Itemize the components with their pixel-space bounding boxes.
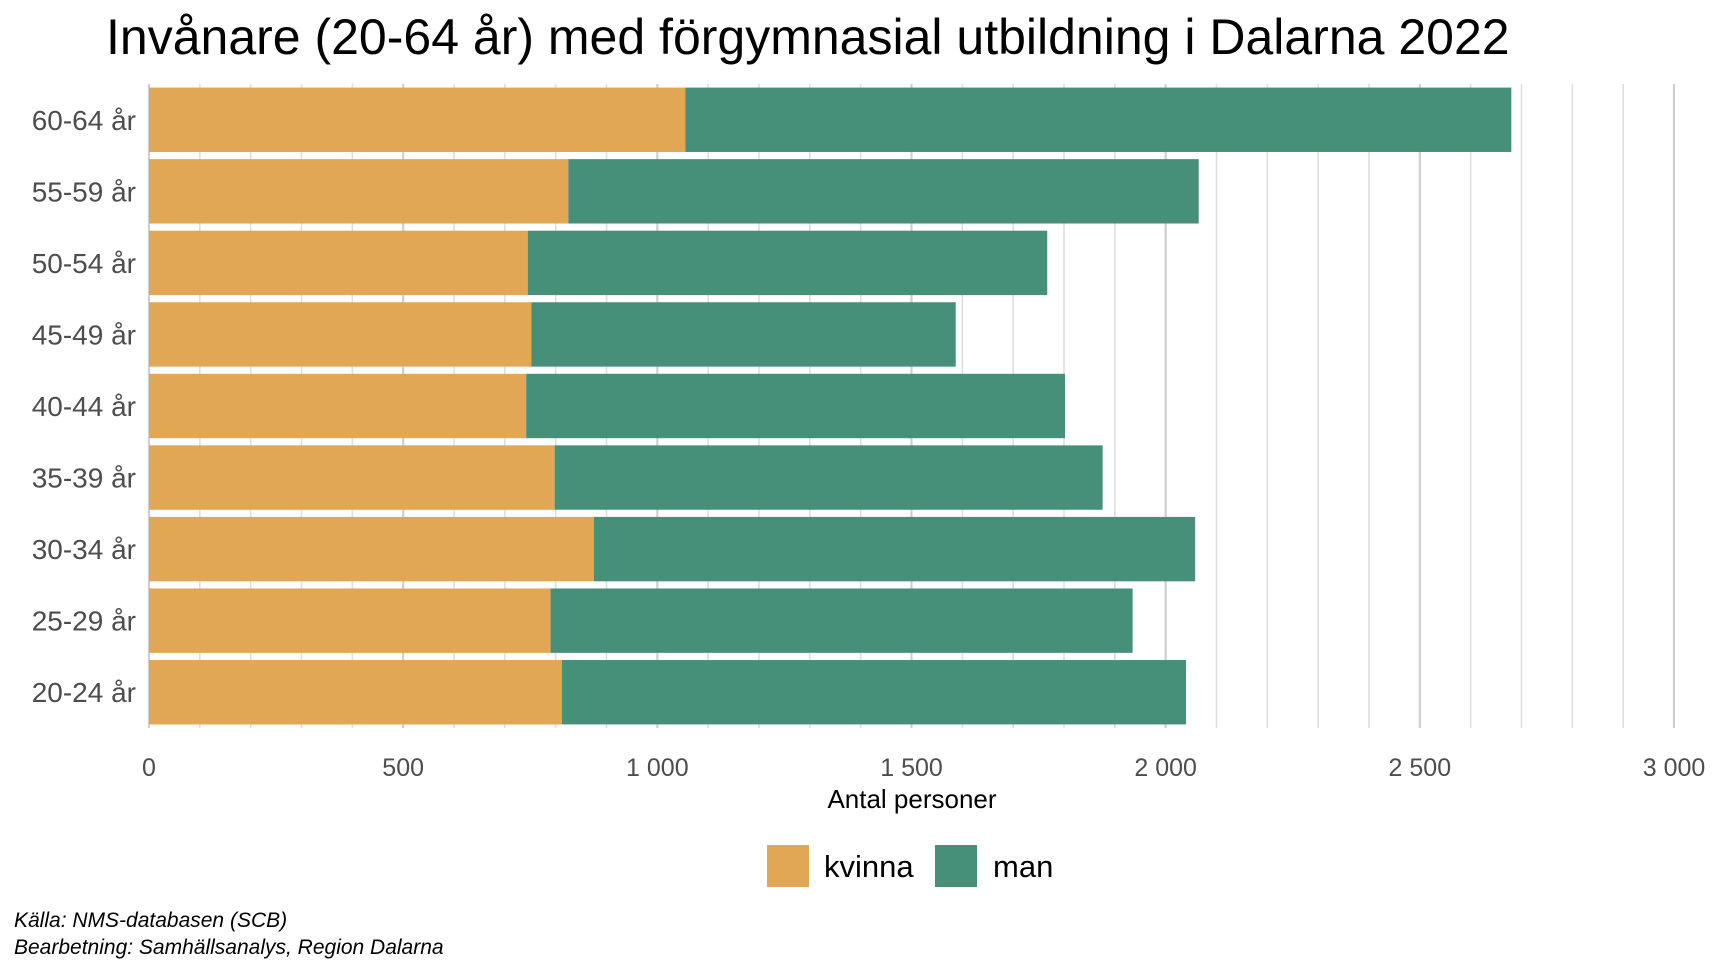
bar-kvinna-50-54-år — [149, 230, 528, 296]
bar-kvinna-30-34-år — [149, 516, 594, 582]
y-axis-label: 55-59 år — [32, 176, 136, 207]
bar-kvinna-55-59-år — [149, 159, 569, 224]
bar-man-35-39-år — [554, 445, 1103, 510]
caption-processing: Bearbetning: Samhällsanalys, Region Dala… — [14, 936, 444, 959]
x-tick-label: 1 000 — [626, 754, 689, 782]
y-axis-label: 50-54 år — [32, 248, 136, 279]
bar-man-25-29-år — [550, 588, 1133, 653]
x-axis-title: Antal personer — [827, 784, 996, 814]
bar-kvinna-20-24-år — [149, 660, 562, 725]
bar-kvinna-25-29-år — [149, 588, 551, 653]
y-axis-label: 30-34 år — [32, 534, 136, 565]
x-tick-label: 0 — [142, 754, 156, 782]
legend-label-kvinna: kvinna — [824, 849, 914, 884]
x-tick-label: 2 500 — [1389, 754, 1452, 782]
bar-kvinna-40-44-år — [149, 373, 527, 439]
bar-kvinna-45-49-år — [149, 302, 532, 367]
y-axis-label: 25-29 år — [32, 606, 136, 637]
bar-man-45-49-år — [531, 302, 956, 367]
y-axis-label: 20-24 år — [32, 677, 136, 708]
chart-title: Invånare (20-64 år) med förgymnasial utb… — [106, 9, 1510, 65]
x-tick-label: 3 000 — [1643, 754, 1706, 782]
bar-man-40-44-år — [526, 373, 1066, 439]
y-axis-label: 40-44 år — [32, 391, 136, 422]
caption-source: Källa: NMS-databasen (SCB) — [14, 909, 287, 932]
bar-man-20-24-år — [561, 660, 1186, 725]
legend: kvinna man — [767, 845, 1053, 887]
bar-man-55-59-år — [568, 159, 1199, 224]
legend-label-man: man — [993, 849, 1053, 884]
legend-swatch-man — [935, 845, 977, 887]
legend-swatch-kvinna — [767, 845, 809, 887]
y-axis-label: 60-64 år — [32, 105, 136, 136]
bar-man-50-54-år — [527, 230, 1048, 296]
x-tick-label: 2 000 — [1134, 754, 1197, 782]
bar-man-60-64-år — [685, 87, 1512, 152]
x-axis-tick-labels: 0 500 1 000 1 500 2 000 2 500 3 000 — [142, 754, 1705, 782]
bar-man-30-34-år — [593, 516, 1196, 582]
x-tick-label: 1 500 — [880, 754, 943, 782]
x-tick-label: 500 — [382, 754, 424, 782]
bar-kvinna-60-64-år — [149, 87, 686, 152]
bars — [149, 87, 1512, 725]
y-axis-labels: 60-64 år 55-59 år 50-54 år 45-49 år 40-44 år… — [32, 105, 136, 708]
y-axis-label: 45-49 år — [32, 319, 136, 350]
bar-kvinna-35-39-år — [149, 445, 555, 510]
y-axis-label: 35-39 år — [32, 463, 136, 494]
